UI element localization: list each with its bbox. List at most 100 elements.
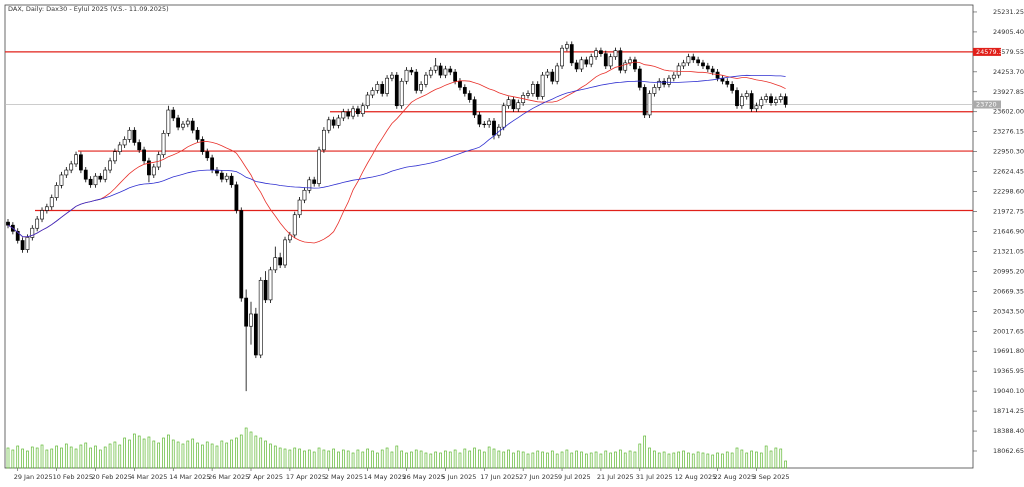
volume-bar [633, 451, 637, 469]
volume-bar [186, 440, 190, 469]
volume-bar [750, 450, 753, 469]
volume-bar [570, 452, 574, 469]
candle-body [404, 69, 409, 82]
candle-body [15, 230, 20, 241]
candle-body [409, 69, 414, 73]
volume-bar [502, 451, 506, 469]
candle-body [637, 68, 642, 88]
volume-bar [565, 449, 569, 469]
candle-body [30, 227, 35, 238]
candle-body [477, 114, 482, 125]
level-box [973, 47, 1001, 56]
volume-bar [526, 453, 530, 469]
x-tick-label: 3 Sep 2025 [752, 473, 789, 481]
candle-body [54, 185, 59, 198]
volume-bar [395, 445, 399, 469]
volume-bar [560, 451, 564, 469]
volume-bar [142, 438, 146, 469]
x-tick-label: 27 Jun 2025 [519, 473, 558, 481]
candle-body [594, 50, 598, 58]
volume-bar [584, 453, 588, 469]
candle-body [375, 84, 380, 91]
candle-body [433, 65, 438, 71]
candle-body [584, 59, 589, 65]
candle-body [754, 105, 759, 110]
candle-body [258, 279, 263, 356]
volume-bar [337, 451, 340, 469]
volume-bar [26, 450, 29, 469]
volume-bar [128, 439, 131, 469]
candle-body [317, 149, 321, 184]
volume-bar [735, 447, 739, 469]
last-price-label: 23720 [976, 101, 997, 109]
y-tick-label: 21972.75 [993, 208, 1024, 216]
volume-bar [45, 449, 49, 469]
candle-body [535, 84, 540, 97]
candle-body [642, 87, 647, 116]
volume-bar [210, 443, 214, 469]
volume-bar [696, 451, 700, 469]
candle-body [312, 179, 317, 184]
volume-bar [244, 427, 248, 469]
volume-bar [507, 449, 510, 469]
volume-bar [273, 445, 277, 469]
candle-body [560, 47, 564, 67]
y-tick-label: 24905.40 [993, 28, 1024, 36]
candle-body [341, 111, 346, 119]
volume-bar [614, 451, 617, 469]
x-tick-label: 29 Jan 2025 [14, 473, 53, 481]
candle-body [472, 99, 477, 116]
candle-body [540, 74, 545, 97]
volume-bar [254, 435, 258, 469]
volume-bar [376, 452, 379, 469]
candle-body [151, 166, 156, 176]
volume-bar [701, 452, 705, 469]
candle-body [253, 313, 258, 356]
candle-body [137, 142, 142, 151]
level-label: 24579.3 [976, 48, 1003, 56]
candle-body [414, 71, 419, 91]
volume-bar [774, 447, 778, 469]
x-tick-label: 14 May 2025 [364, 473, 406, 481]
volume-bar [458, 452, 462, 469]
volume-bar [89, 447, 92, 469]
candle-body [501, 105, 506, 128]
y-tick-label: 19691.80 [993, 347, 1024, 355]
volume-bar [755, 451, 758, 469]
candle-body [113, 151, 117, 162]
x-tick-label: 2 May 2025 [325, 473, 363, 481]
candle-body [278, 257, 283, 266]
candle-body [234, 184, 239, 211]
volume-bar [424, 452, 428, 469]
candle-body [297, 199, 302, 216]
candle-body [778, 96, 783, 100]
volume-bar [444, 450, 447, 469]
candle-body [346, 111, 351, 117]
volume-bar [453, 449, 457, 469]
x-tick-label: 7 Apr 2025 [247, 473, 283, 481]
candle-body [399, 80, 404, 107]
x-tick-label: 21 Jul 2025 [597, 473, 634, 481]
candle-body [545, 71, 550, 76]
candle-body [467, 93, 472, 100]
candle-body [613, 50, 618, 58]
volume-bar [546, 452, 549, 469]
volume-bar [50, 448, 54, 469]
candle-body [49, 197, 54, 208]
candle-body [224, 175, 229, 180]
candle-body [618, 50, 623, 71]
candle-body [773, 99, 778, 103]
candle-body [487, 120, 492, 126]
candle-body [511, 99, 516, 110]
volume-bar [662, 451, 666, 469]
candle-body [40, 210, 44, 220]
candle-body [506, 99, 511, 107]
volume-bar [11, 449, 15, 469]
volume-bar [419, 450, 423, 469]
volume-bar [171, 439, 175, 469]
candle-body [526, 93, 530, 96]
candle-body [623, 62, 628, 71]
volume-bar [711, 454, 715, 469]
volume-bar [64, 443, 68, 469]
